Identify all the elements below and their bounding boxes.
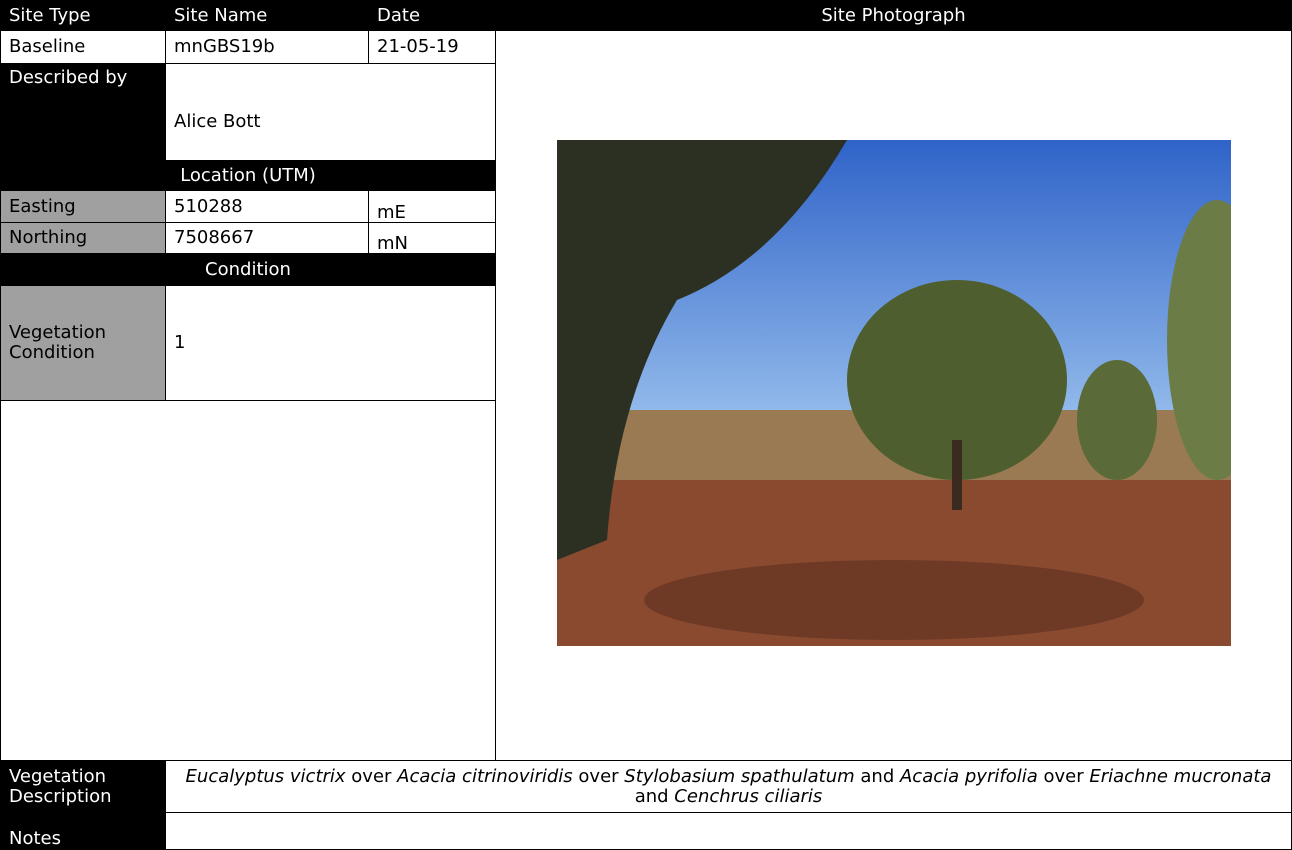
described-by: Alice Bott [165, 63, 496, 161]
description-segment: Eucalyptus victrix [185, 765, 346, 787]
description-segment: and [634, 765, 1278, 807]
description-segment: Acacia citrinoviridis [397, 765, 573, 787]
header-cell: Date [368, 0, 496, 31]
easting: 510288 [165, 190, 369, 223]
description-segment: Cenchrus ciliaris [674, 785, 823, 807]
description-segment: Stylobasium spathulatum [624, 765, 855, 787]
unit: mE [368, 190, 496, 223]
vegetation-description: Eucalyptus victrix over Acacia citrinovi… [165, 760, 1292, 813]
label: Northing [0, 222, 166, 254]
unit: mN [368, 222, 496, 254]
description-segment: over [572, 765, 625, 787]
description-segment: and [854, 765, 900, 787]
site-type: Baseline [0, 30, 166, 64]
description-segment: over [1037, 765, 1090, 787]
site-photo [557, 140, 1231, 646]
date: 21-05-19 [368, 30, 496, 64]
label: Vegetation Description [0, 760, 166, 813]
header-cell: Site Photograph [495, 0, 1292, 31]
label: Notes [0, 812, 166, 850]
site-name: mnGBS19b [165, 30, 369, 64]
section-title: Condition [0, 253, 496, 286]
notes [165, 812, 1292, 850]
description-text: Eucalyptus victrix over Acacia citrinovi… [174, 765, 1283, 807]
section-title: Location (UTM) [0, 160, 496, 191]
label: Described by [0, 63, 166, 161]
condition: 1 [165, 285, 496, 401]
description-segment: Eriachne mucronata [1089, 765, 1272, 787]
northing: 7508667 [165, 222, 369, 254]
empty-cell [0, 400, 496, 761]
description-segment: Acacia pyrifolia [899, 765, 1038, 787]
label: Easting [0, 190, 166, 223]
header-cell: Site Type [0, 0, 166, 31]
photo-cell [495, 30, 1292, 761]
header-cell: Site Name [165, 0, 369, 31]
description-segment: over [345, 765, 398, 787]
label: Vegetation Condition [0, 285, 166, 401]
